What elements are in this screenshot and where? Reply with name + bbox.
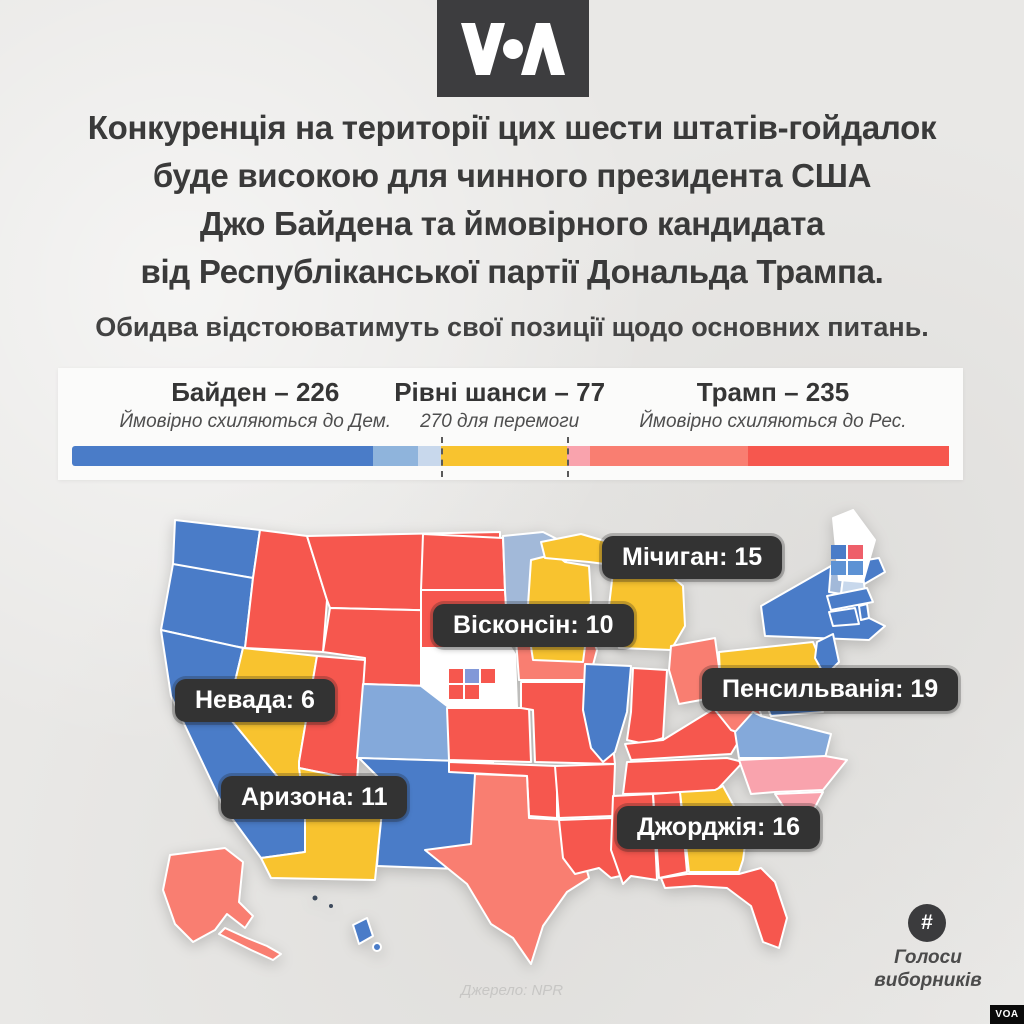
bar-segment-solid-dem — [72, 446, 373, 466]
state-label-nevada: Невада: 6 — [175, 679, 335, 722]
nebraska-split-votes-icon — [449, 669, 495, 699]
state-label-georgia: Джорджія: 16 — [617, 806, 821, 849]
headline-line-2: буде високою для чинного президента США — [152, 157, 872, 194]
state-AK-aleutians — [218, 927, 282, 961]
bar-segment-toss-up — [441, 446, 567, 466]
bar-segment-solid-rep — [748, 446, 949, 466]
state-label-michigan: Мічиган: 15 — [602, 536, 783, 579]
legend-panel: Байден – 226 Ймовірно схиляються до Дем.… — [58, 368, 963, 480]
legend-tossup-subtitle: 270 для перемоги — [420, 411, 580, 432]
maine-split-votes-icon — [831, 545, 863, 575]
hashtag-icon: # — [908, 904, 946, 942]
state-IN — [626, 667, 668, 745]
headline-line-1: Конкуренція на території цих шести штаті… — [87, 109, 937, 146]
state-HI — [352, 917, 374, 945]
state-label-wisconsin: Вісконсін: 10 — [433, 604, 634, 647]
state-AK — [162, 847, 254, 943]
hawaii-dot — [312, 895, 318, 901]
legend-trump-title: Трамп – 235 — [696, 377, 850, 407]
state-label-pennsylvania: Пенсильванія: 19 — [702, 668, 959, 711]
headline-line-3: Джо Байдена та ймовірного кандидата — [199, 205, 825, 242]
bar-segment-likely-rep — [590, 446, 749, 466]
headline: Конкуренція на території цих шести штаті… — [12, 104, 1012, 296]
state-TX — [424, 773, 590, 965]
bar-segment-likely-dem — [372, 446, 419, 466]
hawaii-dot — [329, 904, 333, 908]
state-KS — [446, 707, 532, 763]
source-credit: Джерело: NPR — [460, 982, 564, 999]
legend-biden: Байден – 226 Ймовірно схиляються до Дем. — [119, 377, 391, 433]
state-label-arizona: Аризона: 11 — [221, 776, 408, 819]
electoral-votes-label-line2: виборників — [874, 970, 982, 991]
electoral-votes-bar — [72, 437, 949, 477]
state-RI — [858, 603, 870, 621]
voa-logo — [437, 0, 589, 97]
us-map-svg — [160, 509, 886, 965]
legend-trump-subtitle: Ймовірно схиляються до Рес. — [639, 411, 907, 432]
us-electoral-map: Мічиган: 15 Вісконсін: 10 Невада: 6 Ариз… — [75, 500, 965, 990]
state-AR — [554, 763, 616, 819]
state-FL — [660, 867, 788, 949]
state-ND — [420, 533, 506, 591]
bar-segment-lean-dem — [418, 446, 442, 466]
state-HI-island — [372, 942, 382, 952]
state-IL — [582, 663, 632, 763]
state-MA — [826, 587, 874, 611]
state-VA — [734, 711, 832, 759]
electoral-votes-label-line1: Голоси — [894, 947, 962, 968]
tossup-divider — [566, 437, 569, 477]
state-NC — [738, 755, 848, 795]
legend-biden-subtitle: Ймовірно схиляються до Дем. — [119, 411, 392, 432]
legend-trump: Трамп – 235 Ймовірно схиляються до Рес. — [639, 377, 906, 433]
voa-corner-logo: VOA — [990, 1005, 1024, 1024]
bar-segment-lean-rep — [566, 446, 591, 466]
legend-biden-title: Байден – 226 — [171, 377, 340, 407]
legend-tossup-title: Рівні шанси – 77 — [394, 377, 606, 407]
legend-tossup: Рівні шанси – 77 270 для перемоги — [394, 377, 605, 433]
state-TN — [622, 757, 744, 795]
state-CT — [828, 607, 860, 627]
subtitle: Обидва відстоюватимуть свої позиції щодо… — [95, 312, 929, 342]
voa-logo-icon — [461, 22, 565, 75]
headline-line-4: від Республіканської партії Дональда Тра… — [140, 253, 884, 290]
tossup-divider — [441, 437, 444, 477]
electoral-votes-label: Голоси виборників — [848, 946, 1008, 992]
